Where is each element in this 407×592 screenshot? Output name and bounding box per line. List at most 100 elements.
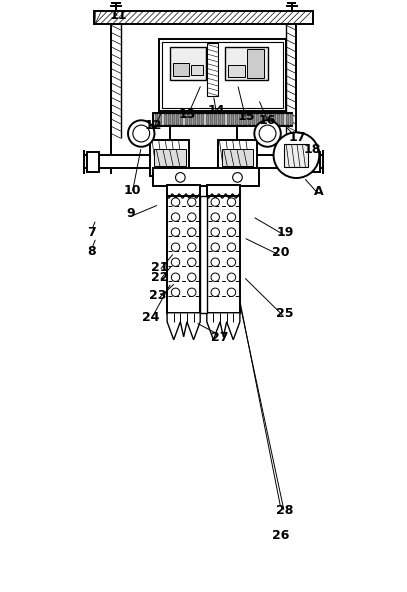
Bar xyxy=(207,185,240,196)
Bar xyxy=(290,114,293,125)
Circle shape xyxy=(211,228,219,236)
Bar xyxy=(167,196,200,313)
Bar xyxy=(153,168,258,186)
Bar xyxy=(207,196,240,313)
Circle shape xyxy=(227,243,236,252)
Bar xyxy=(277,114,280,125)
Bar xyxy=(208,43,218,96)
Circle shape xyxy=(227,273,236,281)
Bar xyxy=(281,114,284,125)
Text: 19: 19 xyxy=(277,226,294,239)
Text: 15: 15 xyxy=(237,110,255,123)
Circle shape xyxy=(133,125,150,142)
Text: 21: 21 xyxy=(151,261,168,274)
Bar xyxy=(228,65,245,77)
Bar xyxy=(189,114,192,125)
Circle shape xyxy=(171,213,180,221)
Bar xyxy=(201,114,204,125)
Circle shape xyxy=(188,228,196,236)
Circle shape xyxy=(171,273,180,281)
Circle shape xyxy=(227,228,236,236)
Bar xyxy=(168,114,171,125)
Text: 25: 25 xyxy=(276,307,293,320)
Bar xyxy=(284,144,309,167)
Bar xyxy=(243,114,247,125)
Bar xyxy=(210,114,213,125)
Text: 16: 16 xyxy=(259,114,276,127)
Circle shape xyxy=(188,198,196,206)
Text: 11: 11 xyxy=(109,8,127,21)
Text: 17: 17 xyxy=(289,131,306,144)
Polygon shape xyxy=(207,313,240,340)
Bar xyxy=(247,49,264,78)
Bar xyxy=(87,152,99,172)
Circle shape xyxy=(171,243,180,252)
Circle shape xyxy=(227,258,236,266)
Bar xyxy=(153,113,291,126)
Circle shape xyxy=(211,213,219,221)
Bar xyxy=(170,47,206,80)
Circle shape xyxy=(274,133,319,178)
Circle shape xyxy=(211,273,219,281)
Circle shape xyxy=(188,288,196,297)
Bar xyxy=(235,114,238,125)
Polygon shape xyxy=(167,313,200,340)
Bar xyxy=(227,114,230,125)
Circle shape xyxy=(128,120,155,147)
Bar xyxy=(265,114,267,125)
Bar xyxy=(150,140,189,176)
Text: 18: 18 xyxy=(304,143,322,156)
Bar xyxy=(96,155,189,168)
Circle shape xyxy=(211,243,219,252)
Text: 13: 13 xyxy=(178,108,196,121)
Text: 7: 7 xyxy=(88,226,96,239)
Circle shape xyxy=(188,273,196,281)
Bar xyxy=(167,185,200,196)
Circle shape xyxy=(211,258,219,266)
Circle shape xyxy=(227,213,236,221)
Bar xyxy=(260,114,263,125)
Text: 24: 24 xyxy=(142,311,159,324)
Text: 10: 10 xyxy=(123,184,141,197)
Circle shape xyxy=(171,228,180,236)
Text: 9: 9 xyxy=(126,207,135,220)
Text: 26: 26 xyxy=(272,529,289,542)
Bar xyxy=(191,65,203,75)
Bar xyxy=(231,114,234,125)
Circle shape xyxy=(233,173,242,182)
Text: A: A xyxy=(314,185,324,198)
Bar xyxy=(273,114,276,125)
Bar xyxy=(214,114,217,125)
Bar xyxy=(248,114,251,125)
Bar xyxy=(308,152,320,172)
Bar xyxy=(94,11,313,24)
Bar xyxy=(269,114,272,125)
Text: 27: 27 xyxy=(211,332,228,345)
Circle shape xyxy=(211,288,219,297)
Bar xyxy=(159,39,286,111)
Circle shape xyxy=(227,288,236,297)
Bar xyxy=(155,149,186,166)
Bar xyxy=(173,63,189,76)
Text: 28: 28 xyxy=(276,504,293,516)
Bar xyxy=(200,196,207,313)
Bar xyxy=(180,114,183,125)
Bar xyxy=(162,42,282,108)
Circle shape xyxy=(171,198,180,206)
Text: 12: 12 xyxy=(144,118,162,131)
Circle shape xyxy=(259,125,276,142)
Bar xyxy=(164,114,166,125)
Bar xyxy=(218,114,221,125)
Bar xyxy=(252,114,255,125)
Text: 14: 14 xyxy=(208,104,225,117)
Bar xyxy=(256,114,259,125)
Bar xyxy=(193,114,196,125)
Bar xyxy=(286,114,289,125)
Bar xyxy=(239,114,242,125)
Bar xyxy=(184,114,188,125)
Bar xyxy=(155,114,158,125)
Bar xyxy=(218,140,257,176)
Bar xyxy=(218,155,311,168)
Text: 8: 8 xyxy=(88,245,96,258)
Bar xyxy=(223,114,225,125)
